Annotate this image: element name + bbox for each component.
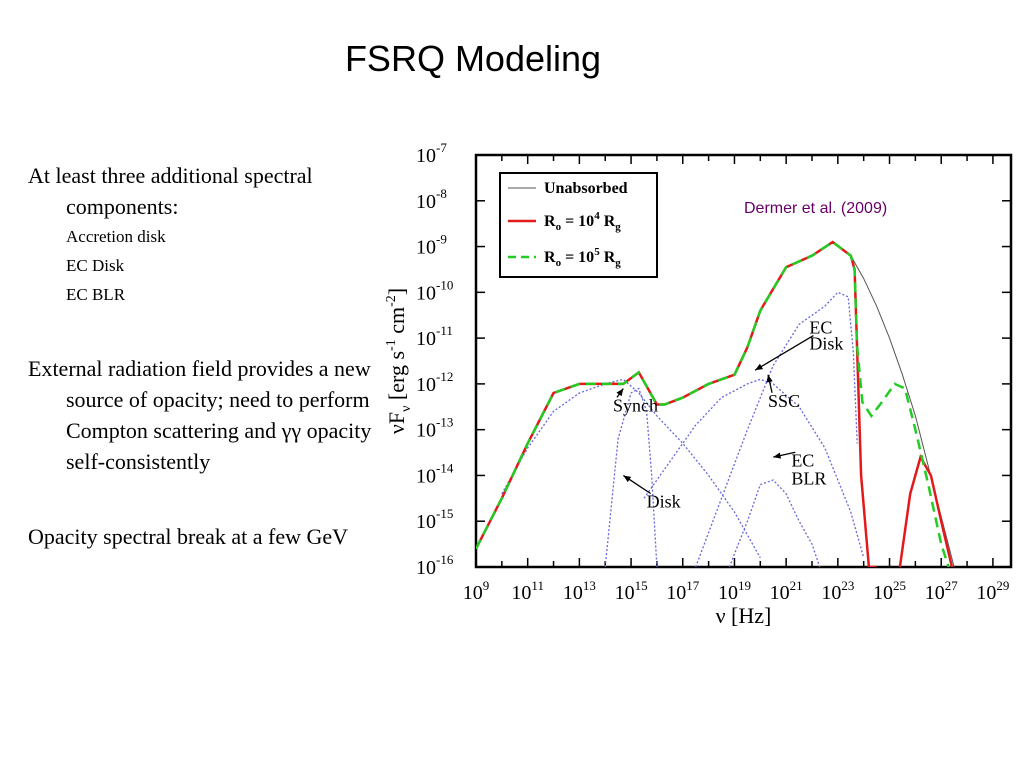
plot-border bbox=[474, 153, 1013, 569]
series-synch bbox=[501, 378, 761, 559]
annotation-arrow bbox=[754, 334, 814, 371]
y-tick-label: 10-8 bbox=[416, 186, 447, 213]
legend-box bbox=[499, 172, 658, 278]
slide-title: FSRQ Modeling bbox=[344, 38, 602, 79]
sed-chart: 109 1011 1013 1015 1017 1019 1021 1023 1025 1027 1… bbox=[384, 140, 1013, 628]
y-tick-label: 10-11 bbox=[416, 323, 453, 350]
series-ec-blr bbox=[728, 479, 821, 567]
series-r-o-10-5-r-g bbox=[476, 240, 950, 567]
x-tick-label: 1027 bbox=[925, 578, 959, 604]
arrow-head bbox=[766, 374, 773, 383]
series-ec-disk bbox=[695, 291, 858, 567]
x-tick-label: 1017 bbox=[666, 578, 700, 604]
annotation-label: SSC bbox=[768, 391, 800, 411]
x-tick-label: 1013 bbox=[563, 578, 596, 604]
series-r-o-10-4-r-g-pair-peak bbox=[898, 453, 954, 567]
y-tick-label: 10-13 bbox=[416, 415, 453, 442]
annotation-label: Disk bbox=[809, 334, 843, 354]
bullet-components: At least three additional spectral compo… bbox=[28, 163, 313, 219]
y-tick-label: 10-7 bbox=[416, 140, 447, 167]
y-tick-label: 10-12 bbox=[416, 369, 453, 396]
plot-frame bbox=[474, 153, 1013, 569]
sub-bullet-accretion-disk: Accretion disk bbox=[66, 227, 166, 246]
series-layer bbox=[476, 240, 955, 567]
x-tick-label: 1021 bbox=[770, 578, 803, 604]
credit-label: Dermer et al. (2009) bbox=[744, 200, 887, 217]
legend-label: Unabsorbed bbox=[544, 180, 628, 197]
bullet-external-field: External radiation field provides a new … bbox=[28, 356, 372, 474]
legend-label: Ro = 104 Rg bbox=[544, 210, 621, 233]
annotation-label: EC bbox=[791, 450, 814, 470]
y-tick-label: 10-16 bbox=[416, 552, 454, 579]
arrow-head bbox=[616, 388, 624, 397]
annotation-label: EC bbox=[809, 318, 832, 338]
arrow-head bbox=[755, 363, 764, 371]
x-tick-label: 1019 bbox=[718, 578, 751, 604]
x-tick-label: 1011 bbox=[511, 578, 544, 604]
series-disk bbox=[604, 387, 658, 567]
annotation-label: Disk bbox=[647, 491, 681, 511]
y-tick-label: 10-9 bbox=[416, 232, 447, 259]
x-tick-label: 1023 bbox=[821, 578, 854, 604]
legend: Unabsorbed Ro = 104 Rg Ro = 105 Rg bbox=[499, 172, 658, 278]
series-r-o-10-4-r-g bbox=[476, 240, 877, 567]
x-tick-label: 1029 bbox=[976, 578, 1009, 604]
y-tick-label: 10-15 bbox=[416, 506, 453, 533]
y-axis-label: νFν [erg s-1 cm-2] bbox=[384, 288, 414, 434]
x-tick-label: 1025 bbox=[873, 578, 906, 604]
annotation-label: Synch bbox=[613, 395, 658, 415]
y-tick-label: 10-14 bbox=[416, 460, 454, 487]
bullet-opacity-break: Opacity spectral break at a few GeV bbox=[28, 524, 349, 549]
y-tick-label: 10-10 bbox=[416, 277, 453, 304]
arrow-head bbox=[773, 452, 782, 459]
x-tick-label: 1015 bbox=[615, 578, 648, 604]
annotation-label: BLR bbox=[791, 469, 826, 489]
sub-bullet-ec-blr: EC BLR bbox=[66, 285, 126, 304]
x-axis-label: ν [Hz] bbox=[716, 603, 772, 628]
x-tick-label: 109 bbox=[463, 578, 490, 604]
arrow-head bbox=[623, 475, 632, 483]
axis-ticks: 109 1011 1013 1015 1017 1019 1021 1023 1025 1027 1… bbox=[384, 140, 1011, 628]
legend-label: Ro = 105 Rg bbox=[544, 246, 621, 269]
series-ssc bbox=[643, 378, 865, 558]
bullet-list: At least three additional spectral compo… bbox=[28, 160, 373, 552]
sub-bullet-ec-disk: EC Disk bbox=[66, 256, 125, 275]
